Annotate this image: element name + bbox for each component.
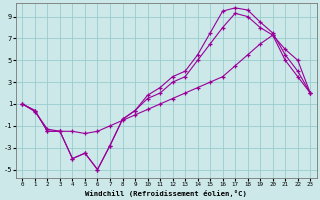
X-axis label: Windchill (Refroidissement éolien,°C): Windchill (Refroidissement éolien,°C) bbox=[85, 190, 247, 197]
